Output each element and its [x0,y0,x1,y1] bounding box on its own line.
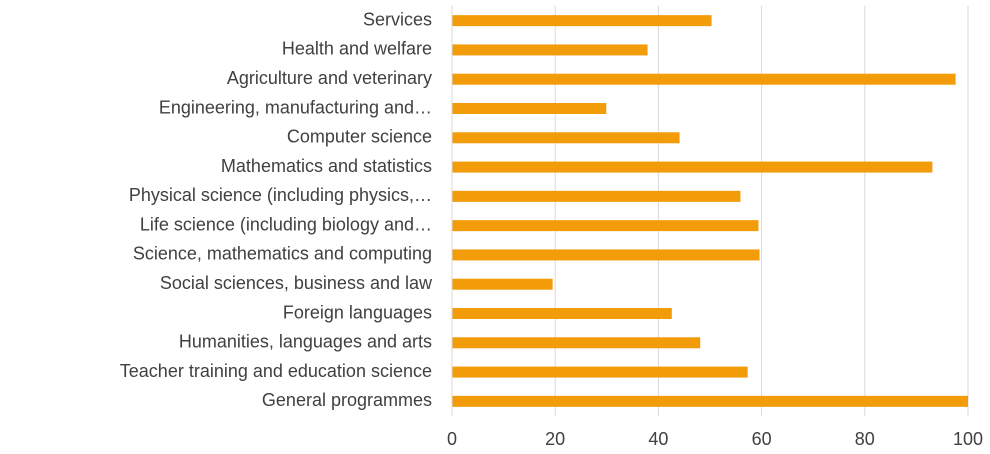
bar [452,161,933,173]
y-tick-label: Mathematics and statistics [221,156,432,176]
y-tick-label: Humanities, languages and arts [179,332,432,352]
bar [452,132,680,144]
y-tick-label: Life science (including biology and… [140,214,432,234]
bar [452,190,741,202]
bar [452,249,760,261]
y-tick-label: General programmes [262,390,432,410]
y-tick-label: Foreign languages [283,302,432,322]
bar [452,15,712,27]
x-tick-label: 0 [447,429,457,449]
y-tick-label: Teacher training and education science [120,361,432,381]
bar [452,44,648,56]
y-tick-label: Computer science [287,127,432,147]
bar [452,395,968,407]
x-tick-label: 80 [855,429,875,449]
x-tick-label: 40 [648,429,668,449]
bar [452,366,748,378]
bar [452,337,701,349]
x-tick-label: 60 [752,429,772,449]
y-tick-label: Services [363,9,432,29]
y-tick-label: Health and welfare [282,39,432,59]
y-tick-label: Social sciences, business and law [160,273,433,293]
y-tick-label: Physical science (including physics,… [129,185,432,205]
y-tick-label: Science, mathematics and computing [133,244,432,264]
x-tick-label: 100 [953,429,983,449]
bar [452,308,672,319]
bar [452,73,956,85]
bar [452,103,607,114]
y-tick-label: Engineering, manufacturing and… [159,97,432,117]
bar [452,278,553,290]
y-tick-label: Agriculture and veterinary [227,68,432,88]
bar [452,220,759,232]
x-tick-label: 20 [545,429,565,449]
